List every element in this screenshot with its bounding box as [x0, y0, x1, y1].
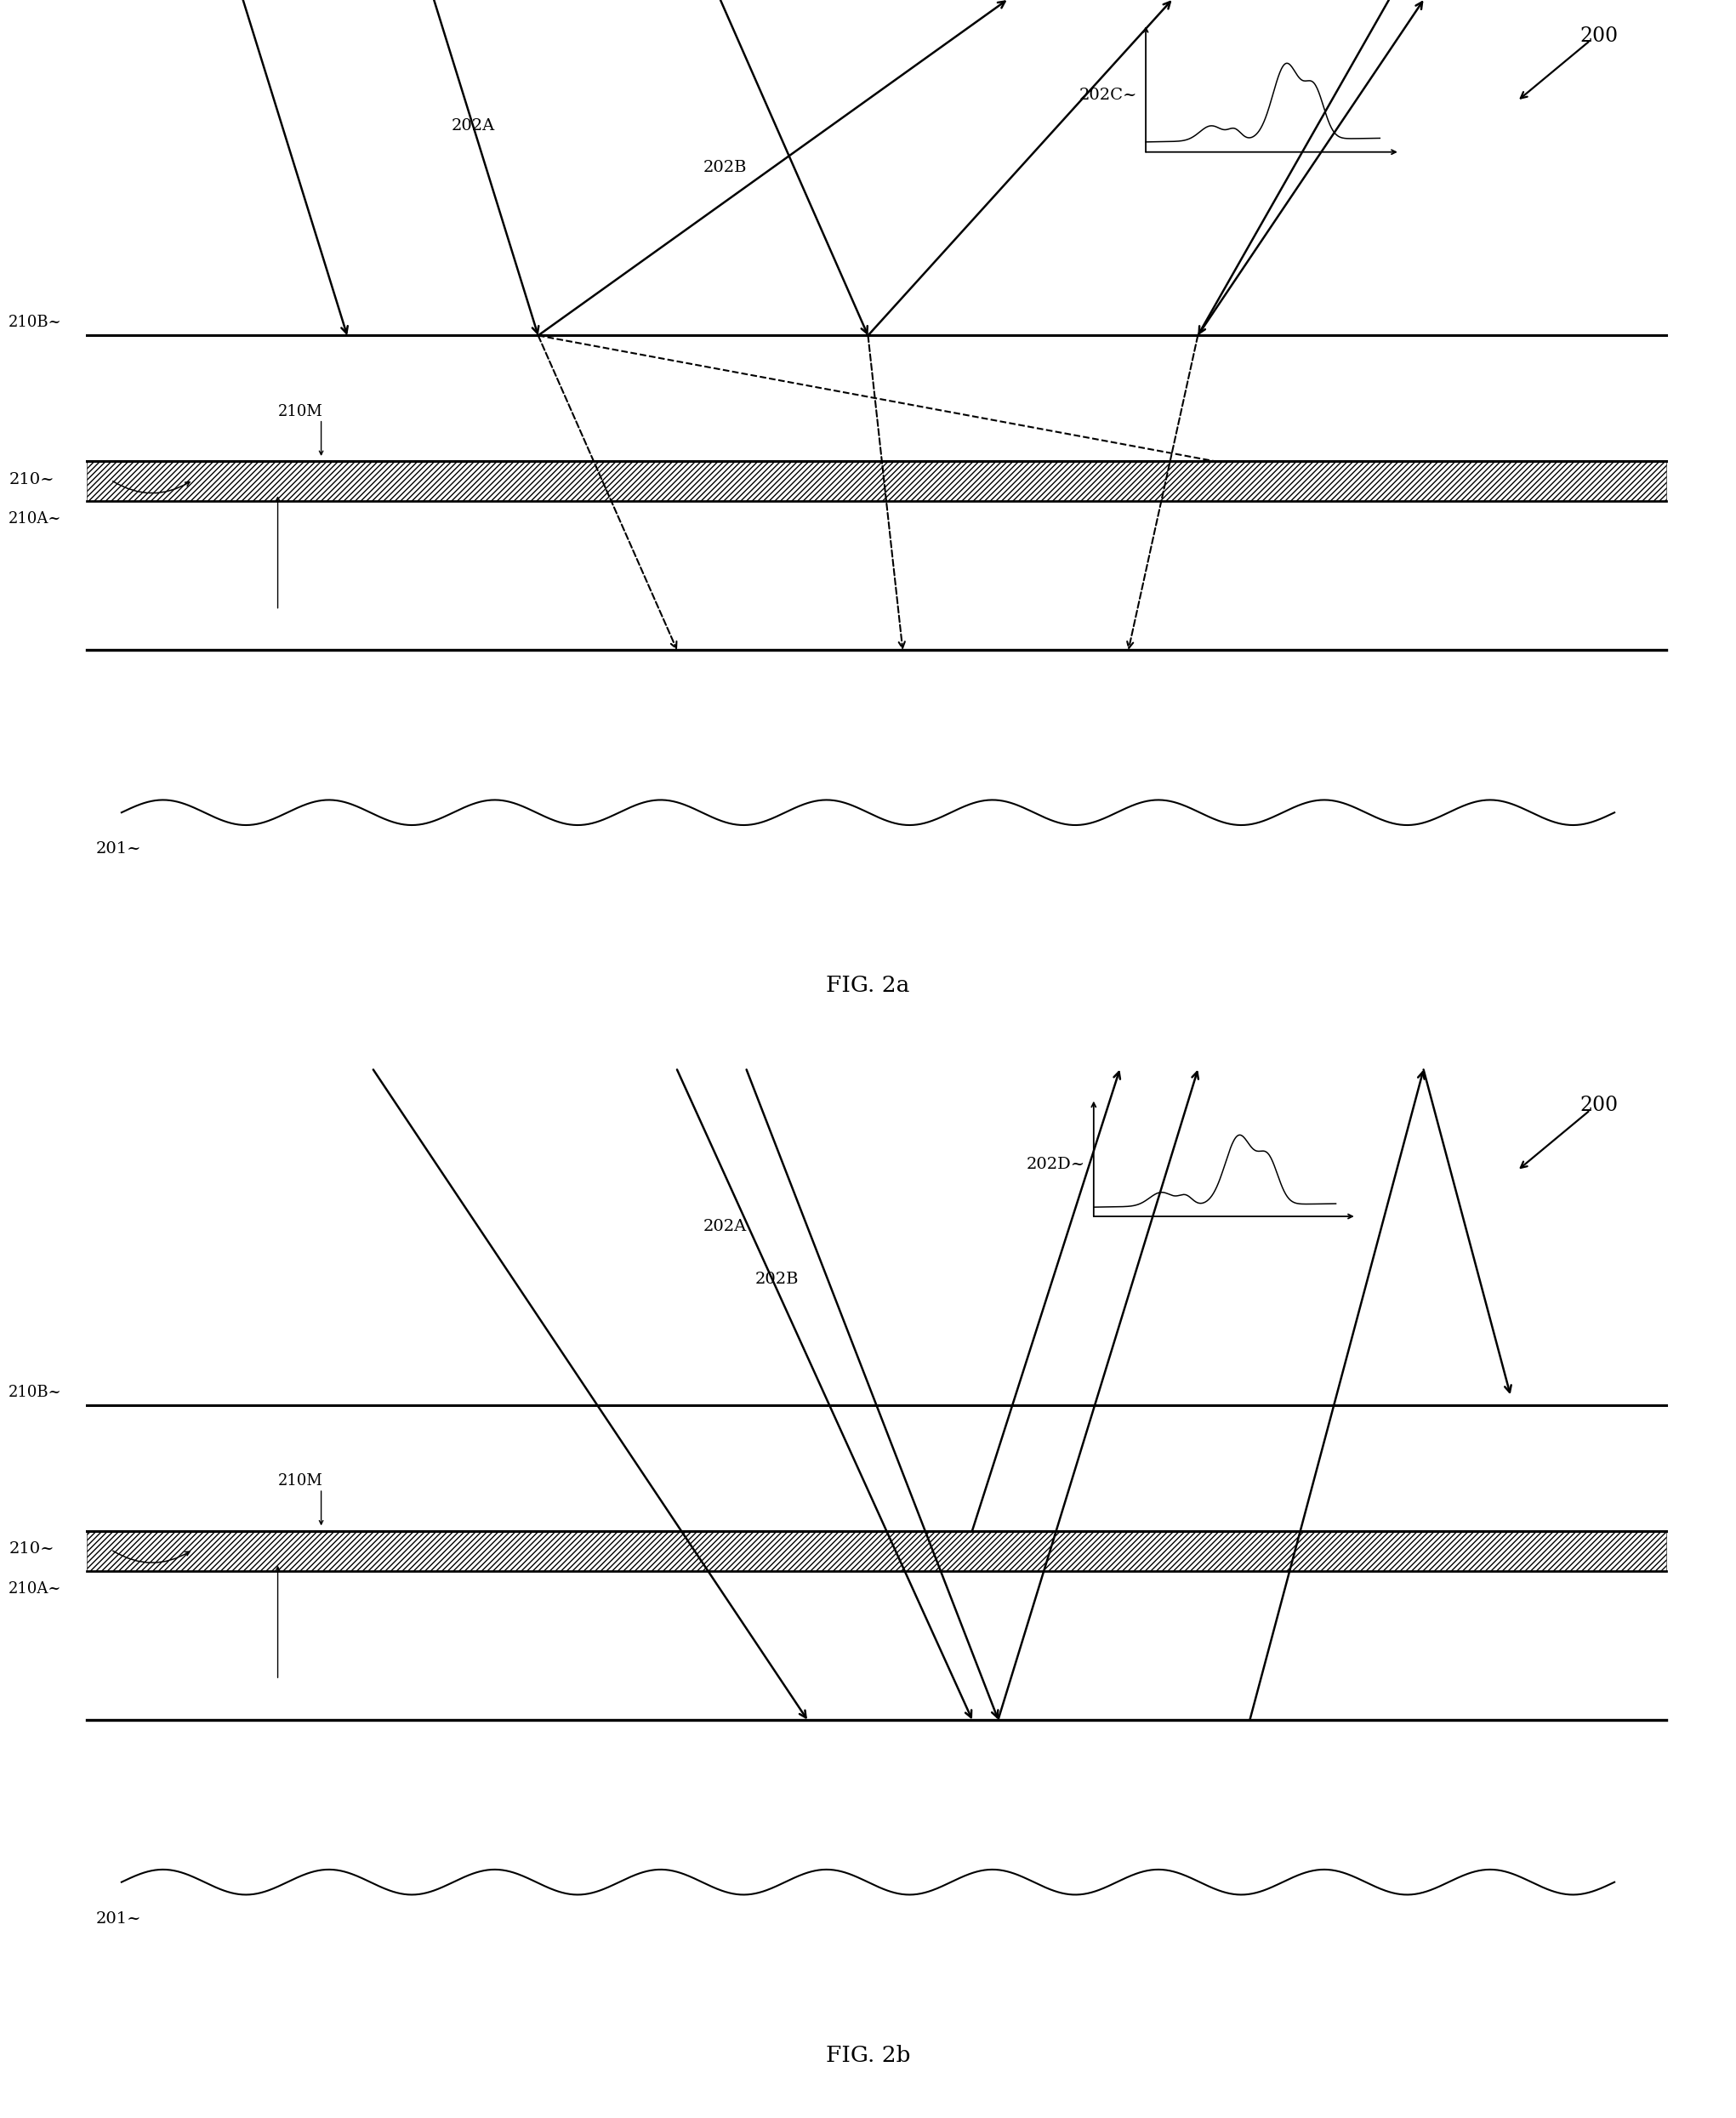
Text: 210M: 210M	[278, 405, 323, 419]
Text: 210~: 210~	[9, 1542, 54, 1557]
Bar	[87, 1531, 1667, 1572]
Text: 210A~: 210A~	[9, 513, 62, 527]
Text: 201~: 201~	[95, 1910, 141, 1927]
Text: 202B: 202B	[755, 1271, 799, 1288]
Text: 201~: 201~	[95, 841, 141, 858]
Text: 210B~: 210B~	[9, 1385, 62, 1400]
Text: 202D~: 202D~	[1026, 1156, 1085, 1171]
Text: 200: 200	[1580, 25, 1618, 47]
Text: 210B~: 210B~	[9, 316, 62, 330]
Text: 202B: 202B	[703, 161, 746, 176]
Text: 210~: 210~	[9, 472, 54, 487]
Text: 202A: 202A	[451, 119, 495, 133]
Text: FIG. 2a: FIG. 2a	[826, 974, 910, 995]
Text: 202C~: 202C~	[1078, 87, 1137, 104]
Text: 210A~: 210A~	[9, 1582, 62, 1597]
Bar	[87, 462, 1667, 502]
Text: 202A: 202A	[703, 1220, 746, 1235]
Text: FIG. 2b: FIG. 2b	[826, 2044, 910, 2065]
Text: 200: 200	[1580, 1095, 1618, 1116]
Text: 210M: 210M	[278, 1474, 323, 1489]
